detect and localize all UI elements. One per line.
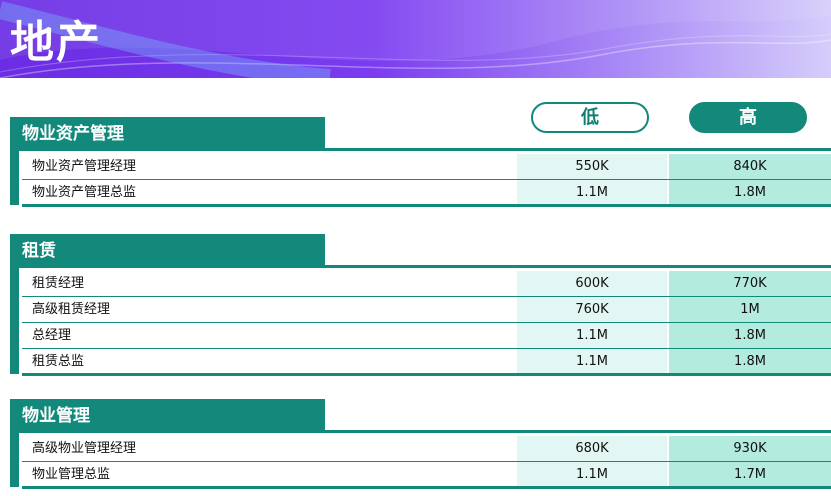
section-rule	[10, 430, 831, 433]
section-left-bar	[10, 433, 19, 487]
row-label: 高级物业管理经理	[32, 441, 137, 456]
row-low-value: 1.1M	[517, 349, 667, 373]
row-label: 物业资产管理经理	[32, 159, 137, 174]
row-low-value: 600K	[517, 271, 667, 296]
section-rows: 物业资产管理经理 550K 840K 物业资产管理总监 1.1M 1.8M	[22, 154, 831, 207]
table-row: 物业资产管理经理 550K 840K	[22, 154, 831, 180]
table-row: 租赁总监 1.1M 1.8M	[22, 349, 831, 376]
row-low-value: 1.1M	[517, 323, 667, 348]
table-row: 物业资产管理总监 1.1M 1.8M	[22, 180, 831, 207]
table-row: 物业管理总监 1.1M 1.7M	[22, 462, 831, 489]
section-header: 租赁	[10, 234, 325, 268]
table-row: 高级租赁经理 760K 1M	[22, 297, 831, 323]
page-title: 地产	[10, 17, 102, 68]
row-high-value: 1.7M	[669, 462, 831, 486]
row-low-value: 760K	[517, 297, 667, 322]
row-high-value: 770K	[669, 271, 831, 296]
header-banner: 地产	[0, 0, 831, 78]
row-high-value: 1M	[669, 297, 831, 322]
banner-wave-decoration	[0, 0, 831, 78]
row-label: 物业资产管理总监	[32, 185, 137, 200]
row-high-value: 840K	[669, 154, 831, 179]
row-label: 总经理	[32, 328, 72, 343]
table-row: 租赁经理 600K 770K	[22, 271, 831, 297]
section-left-bar	[10, 151, 19, 205]
row-label: 租赁经理	[32, 276, 85, 291]
column-header-low: 低	[531, 102, 649, 133]
section-rule	[10, 265, 831, 268]
section-rows: 租赁经理 600K 770K 高级租赁经理 760K 1M 总经理 1.1M 1…	[22, 271, 831, 376]
row-high-value: 930K	[669, 436, 831, 461]
section-left-bar	[10, 268, 19, 374]
row-low-value: 550K	[517, 154, 667, 179]
column-header-high: 高	[689, 102, 807, 133]
table-row: 高级物业管理经理 680K 930K	[22, 436, 831, 462]
row-label: 物业管理总监	[32, 467, 111, 482]
section-property-asset-management: 物业资产管理 物业资产管理经理 550K 840K 物业资产管理总监 1.1M …	[10, 117, 831, 207]
row-high-value: 1.8M	[669, 323, 831, 348]
row-low-value: 1.1M	[517, 462, 667, 486]
row-low-value: 680K	[517, 436, 667, 461]
row-label: 高级租赁经理	[32, 302, 111, 317]
row-label: 租赁总监	[32, 354, 85, 369]
section-leasing: 租赁 租赁经理 600K 770K 高级租赁经理 760K 1M 总经理 1.1…	[10, 234, 831, 376]
section-property-management: 物业管理 高级物业管理经理 680K 930K 物业管理总监 1.1M 1.7M	[10, 399, 831, 489]
section-header: 物业管理	[10, 399, 325, 433]
section-header: 物业资产管理	[10, 117, 325, 151]
section-rule	[10, 148, 831, 151]
section-rows: 高级物业管理经理 680K 930K 物业管理总监 1.1M 1.7M	[22, 436, 831, 489]
row-high-value: 1.8M	[669, 349, 831, 373]
row-low-value: 1.1M	[517, 180, 667, 204]
row-high-value: 1.8M	[669, 180, 831, 204]
table-row: 总经理 1.1M 1.8M	[22, 323, 831, 349]
